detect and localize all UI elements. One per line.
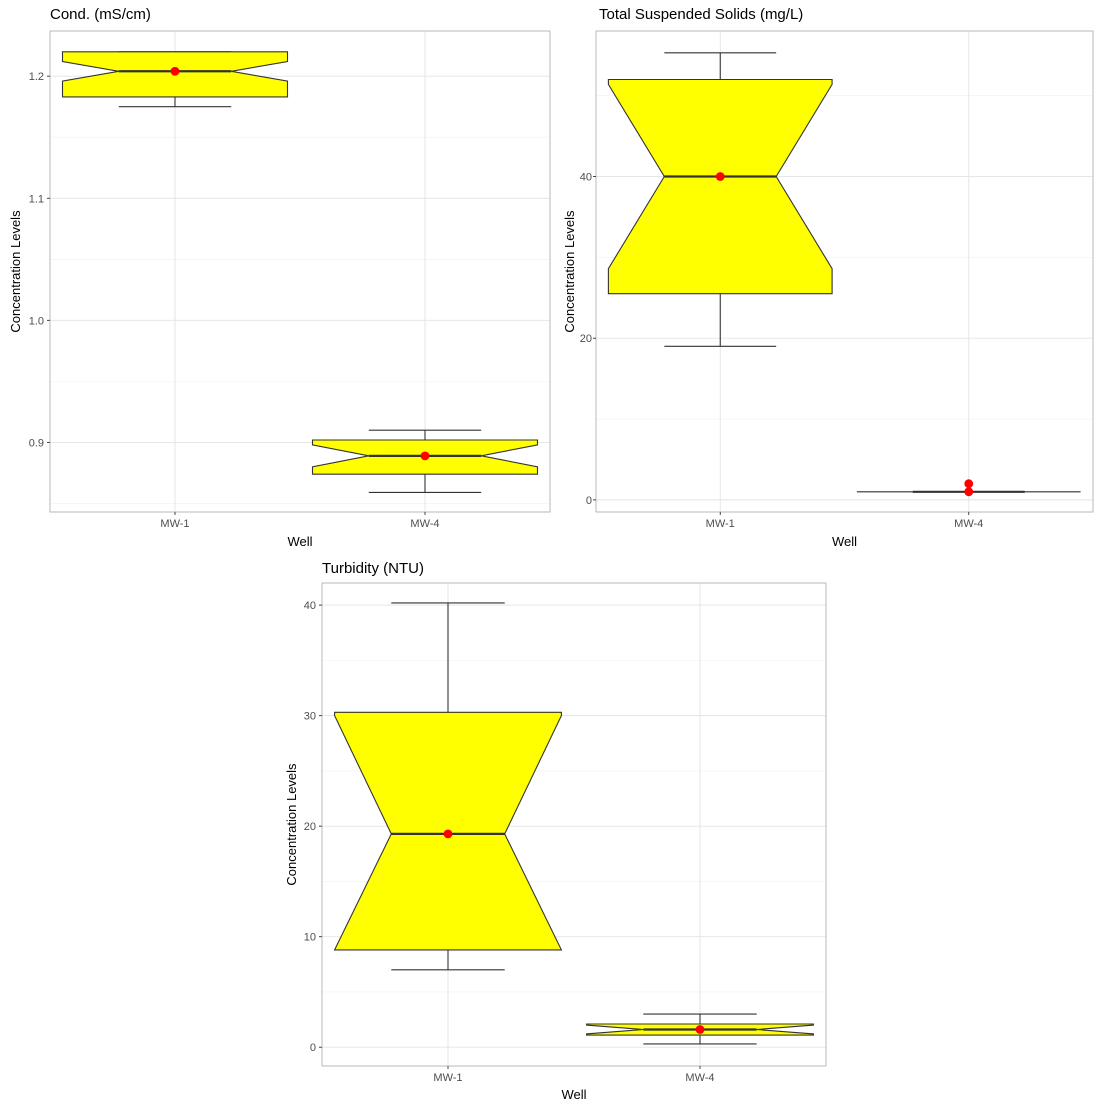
plot-border (321, 582, 827, 1067)
y-tick-label: 0 (586, 495, 592, 507)
y-axis-label: Concentration Levels (562, 210, 577, 333)
x-axis-label: Well (561, 1087, 586, 1101)
x-tick-label: MW-1 (433, 1072, 462, 1084)
plot-border (595, 30, 1094, 513)
x-tick-label: MW-4 (685, 1072, 714, 1084)
plot-background (50, 31, 550, 512)
box-mw-1 (607, 52, 833, 347)
chart-panel-3: 0 10 20 30 40 MW-1 MW-4 Turbidity (NTU) Well Conc… (284, 560, 827, 1101)
chart-title: Cond. (mS/cm) (50, 6, 151, 23)
x-tick-label: MW-1 (160, 518, 189, 530)
y-axis-label: Concentration Levels (8, 210, 23, 333)
y-tick-label: 40 (304, 600, 316, 612)
x-axis-label: Well (287, 534, 312, 549)
mean-point (695, 1025, 705, 1034)
chart-title: Turbidity (NTU) (322, 560, 424, 577)
x-tick-label: MW-1 (706, 518, 735, 530)
mean-point (170, 66, 180, 76)
y-tick-label: 1.0 (29, 315, 44, 327)
mean-point (964, 487, 974, 497)
y-tick-label: 0 (310, 1042, 316, 1054)
y-tick-label: 1.2 (29, 71, 44, 83)
box-mw-1 (61, 51, 289, 108)
box-mw-4 (311, 429, 539, 494)
mean-point (964, 479, 974, 489)
y-tick-label: 20 (304, 821, 316, 833)
y-tick-label: 1.1 (29, 193, 44, 205)
plot-border (49, 30, 551, 513)
chart-panel-1: 0.9 1.0 1.1 1.2 MW-1 MW-4 Cond. (mS/cm) Well Con… (8, 6, 551, 549)
y-tick-label: 20 (580, 333, 592, 345)
box-mw-4 (856, 479, 1081, 497)
y-tick-label: 40 (580, 172, 592, 184)
box-body (607, 78, 833, 295)
chart-title: Total Suspended Solids (mg/L) (599, 6, 803, 23)
x-tick-label: MW-4 (954, 518, 983, 530)
chart-panel-2: 0 20 40 MW-1 MW-4 Total Suspended Solids (mg/… (562, 6, 1094, 549)
mean-point (443, 829, 453, 839)
y-tick-label: 0.9 (29, 437, 44, 449)
x-axis-label: Well (832, 534, 857, 549)
box-mw-1 (333, 602, 563, 971)
y-axis-label: Concentration Levels (284, 763, 299, 886)
box-mw-4 (586, 1013, 814, 1045)
y-tick-label: 10 (304, 932, 316, 944)
mean-point (715, 172, 725, 181)
x-tick-label: MW-4 (410, 518, 439, 530)
mean-point (420, 451, 430, 461)
y-tick-label: 30 (304, 711, 316, 723)
